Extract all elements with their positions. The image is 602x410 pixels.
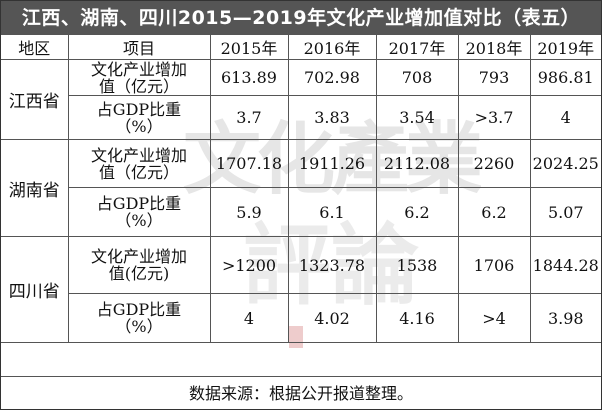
table-cell: 4.16 <box>375 293 459 343</box>
header-year: 2018年 <box>457 35 531 60</box>
table-row: 四川省 文化产业增加 值(亿元) >1200 1323.78 1538 1706… <box>1 236 601 343</box>
table-cell: 4 <box>529 95 601 140</box>
item-added-value: 文化产业增加 值(亿元) <box>67 236 211 294</box>
table-cell: 2112.08 <box>375 139 459 188</box>
table-row: 占GDP比重 （%） 3.7 3.83 3.54 >3.7 4 <box>1 95 601 140</box>
table-cell: 6.2 <box>457 187 531 237</box>
item-gdp-share: 占GDP比重 （%） <box>68 293 211 343</box>
province-sichuan: 四川省 <box>1 236 69 343</box>
table-cell: 1706 <box>457 236 531 294</box>
table-cell: 3.83 <box>287 95 377 140</box>
table-cell: 5.07 <box>529 187 601 237</box>
table-cell: 6.2 <box>375 187 459 237</box>
table-cell: 1323.78 <box>287 236 377 294</box>
item-added-value: 文化产业增加 值（亿元） <box>67 139 211 188</box>
source-note: 数据来源：根据公开报道整理。 <box>1 376 601 410</box>
table-cell: 3.98 <box>529 293 601 343</box>
table-cell: 5.9 <box>209 187 289 237</box>
item-gdp-share: 占GDP比重 （%） <box>68 187 211 237</box>
header-year: 2017年 <box>375 35 459 60</box>
header-year: 2016年 <box>287 35 377 60</box>
header-region: 地区 <box>1 35 69 60</box>
table-cell: 1844.28 <box>529 236 601 294</box>
item-gdp-share: 占GDP比重 （%） <box>68 95 211 140</box>
table-row: 湖南省 文化产业增加 值（亿元） 1707.18 1911.26 2112.08… <box>1 139 601 237</box>
province-jiangxi: 江西省 <box>1 59 69 140</box>
table-row: 占GDP比重 （%） 5.9 6.1 6.2 6.2 5.07 <box>1 187 601 237</box>
header-year: 2019年 <box>529 35 601 60</box>
province-hunan: 湖南省 <box>1 139 69 237</box>
table-cell: 793 <box>457 59 531 96</box>
table-cell: 986.81 <box>529 59 601 96</box>
comparison-table: 地区 项目 2015年 2016年 2017年 2018年 2019年 江西省 … <box>1 35 601 343</box>
table-cell: 1707.18 <box>209 139 289 188</box>
item-added-value: 文化产业增加 值（亿元） <box>67 59 211 96</box>
table-cell: 613.89 <box>209 59 289 96</box>
table-cell: 1538 <box>375 236 459 294</box>
header-year: 2015年 <box>209 35 289 60</box>
table-cell: 2260 <box>457 139 531 188</box>
table-cell: 3.54 <box>375 95 459 140</box>
table-cell: 2024.25 <box>529 139 601 188</box>
table-cell: 4 <box>209 293 289 343</box>
table-cell: 708 <box>375 59 459 96</box>
table-row: 江西省 文化产业增加 值（亿元） 613.89 702.98 708 793 9… <box>1 59 601 140</box>
table-cell: 3.7 <box>209 95 289 140</box>
table-cell: >4 <box>457 293 531 343</box>
table-cell: 6.1 <box>287 187 377 237</box>
table-cell: 1911.26 <box>287 139 377 188</box>
table-row: 占GDP比重 （%） 4 4.02 4.16 >4 3.98 <box>1 293 601 343</box>
header-row: 地区 项目 2015年 2016年 2017年 2018年 2019年 <box>1 35 601 60</box>
header-item: 项目 <box>67 35 211 60</box>
table-cell: >3.7 <box>457 95 531 140</box>
table-cell: 4.02 <box>287 293 377 343</box>
table-cell: >1200 <box>209 236 289 294</box>
table-cell: 702.98 <box>287 59 377 96</box>
table-title: 江西、湖南、四川2015—2019年文化产业增加值对比（表五） <box>1 1 601 35</box>
